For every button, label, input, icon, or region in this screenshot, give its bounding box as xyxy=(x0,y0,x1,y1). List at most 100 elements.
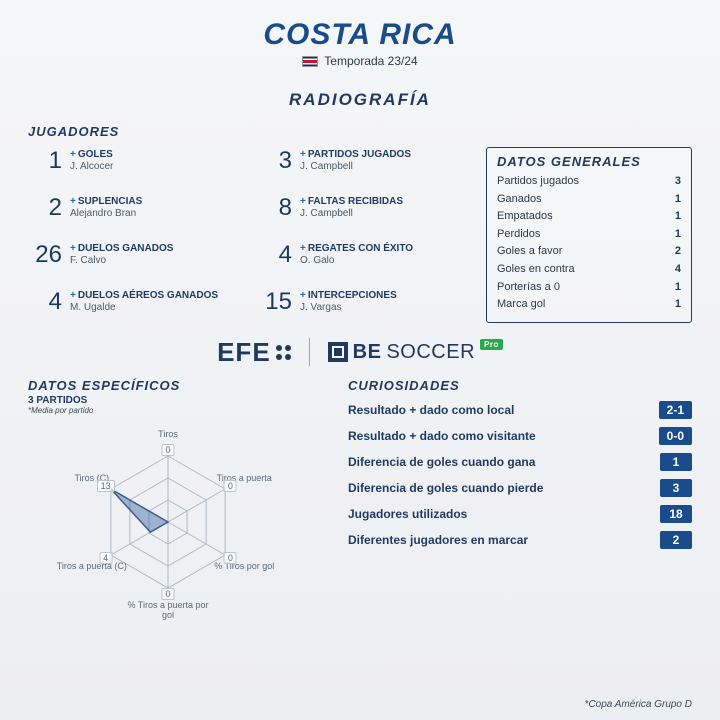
general-row: Goles a favor 2 xyxy=(497,243,681,261)
plus-icon: + xyxy=(70,149,76,160)
radar-axis-label: % Tiros por gol xyxy=(199,561,289,571)
general-key: Goles a favor xyxy=(497,243,562,261)
stat-label: +INTERCEPCIONES xyxy=(300,290,397,301)
bottom-section: DATOS ESPECÍFICOS 3 PARTIDOS *Media por … xyxy=(28,378,692,617)
stat-label: +SUPLENCIAS xyxy=(70,196,142,207)
radar-axis-label: % Tiros a puerta por gol xyxy=(123,600,213,620)
general-val: 1 xyxy=(675,208,681,226)
logos-row: EFE BESOCCER Pro xyxy=(28,337,692,368)
curios-key: Resultado + dado como visitante xyxy=(348,429,536,443)
general-val: 1 xyxy=(675,226,681,244)
curios-badge: 1 xyxy=(660,453,692,471)
season-row: Temporada 23/24 xyxy=(28,54,692,68)
subtitle: RADIOGRAFÍA xyxy=(28,90,692,110)
specific-title: DATOS ESPECÍFICOS xyxy=(28,378,328,393)
stat-value: 3 xyxy=(258,147,292,175)
general-key: Ganados xyxy=(497,191,542,209)
player-stat: 3 +PARTIDOS JUGADOSJ. Campbell xyxy=(258,147,468,182)
curios-row: Resultado + dado como local 2-1 xyxy=(348,401,692,419)
stat-value: 4 xyxy=(258,241,292,269)
player-stat: 1+GOLESJ. Alcocer xyxy=(28,147,238,182)
curios-key: Resultado + dado como local xyxy=(348,403,514,417)
stat-value: 26 xyxy=(28,241,62,269)
plus-icon: + xyxy=(70,290,76,301)
curios-title: CURIOSIDADES xyxy=(348,378,692,393)
stat-player: J. Vargas xyxy=(300,302,397,313)
stat-player: J. Alcocer xyxy=(70,161,113,172)
plus-icon: + xyxy=(300,290,306,301)
radar-axis-label: Tiros a puerta (C) xyxy=(47,561,137,571)
general-key: Perdidos xyxy=(497,226,540,244)
specific-note: 3 PARTIDOS xyxy=(28,395,328,406)
radar-axis-label: Tiros (C) xyxy=(47,473,137,483)
curios-row: Diferentes jugadores en marcar2 xyxy=(348,531,692,549)
radar-axis-label: Tiros a puerta xyxy=(199,473,289,483)
radar-value: 4 xyxy=(99,552,112,564)
general-val: 2 xyxy=(675,243,681,261)
page-title: COSTA RICA xyxy=(28,18,692,52)
player-stat: 2 +SUPLENCIASAlejandro Bran xyxy=(28,194,238,229)
general-rows: Partidos jugados3Ganados1Empatados1Perdi… xyxy=(497,173,681,314)
be-text: BE xyxy=(353,341,382,364)
player-stat: 4+DUELOS AÉREOS GANADOSM. Ugalde xyxy=(28,288,238,323)
general-key: Partidos jugados xyxy=(497,173,579,191)
curios-key: Jugadores utilizados xyxy=(348,507,467,521)
general-val: 3 xyxy=(675,173,681,191)
season-text: Temporada 23/24 xyxy=(324,54,417,68)
general-row: Marca gol1 xyxy=(497,296,681,314)
player-stat: 26 +DUELOS GANADOSF. Calvo xyxy=(28,241,238,276)
stat-player: J. Campbell xyxy=(300,161,411,172)
general-row: Ganados 1 xyxy=(497,191,681,209)
stat-label: +FALTAS RECIBIDAS xyxy=(300,196,403,207)
general-key: Porterías a 0 xyxy=(497,279,560,297)
curios-badge: 0-0 xyxy=(659,427,692,445)
general-row: Perdidos 1 xyxy=(497,226,681,244)
curios-row: Diferencia de goles cuando gana 1 xyxy=(348,453,692,471)
curios-badge: 18 xyxy=(660,505,692,523)
besoccer-icon xyxy=(328,342,348,362)
stat-player: M. Ugalde xyxy=(70,302,218,313)
curios-key: Diferencia de goles cuando gana xyxy=(348,455,535,469)
curios-rows: Resultado + dado como local2-1Resultado … xyxy=(348,401,692,549)
logo-separator xyxy=(309,338,310,366)
radar-chart: Tiros0Tiros a puerta0% Tiros por gol0% T… xyxy=(28,417,308,617)
soccer-text: SOCCER xyxy=(386,341,475,364)
curios-row: Resultado + dado como visitante 0-0 xyxy=(348,427,692,445)
radar-value: 0 xyxy=(224,552,237,564)
curios-badge: 2-1 xyxy=(659,401,692,419)
efe-text: EFE xyxy=(217,337,271,368)
stat-value: 4 xyxy=(28,288,62,316)
general-val: 4 xyxy=(675,261,681,279)
radar-value: 0 xyxy=(161,444,174,456)
general-row: Partidos jugados 3 xyxy=(497,173,681,191)
footnote: *Copa América Grupo D xyxy=(585,699,692,710)
header: COSTA RICA Temporada 23/24 xyxy=(28,18,692,68)
pro-badge: Pro xyxy=(480,339,503,350)
mid-section: 1+GOLESJ. Alcocer3+PARTIDOS JUGADOSJ. Ca… xyxy=(28,147,692,323)
player-stat: 4+REGATES CON ÉXITOO. Galo xyxy=(258,241,468,276)
general-row: Goles en contra4 xyxy=(497,261,681,279)
curios-row: Diferencia de goles cuando pierde3 xyxy=(348,479,692,497)
players-grid: 1+GOLESJ. Alcocer3+PARTIDOS JUGADOSJ. Ca… xyxy=(28,147,468,323)
plus-icon: + xyxy=(300,149,306,160)
stat-player: Alejandro Bran xyxy=(70,208,142,219)
plus-icon: + xyxy=(70,196,76,207)
stat-player: O. Galo xyxy=(300,255,413,266)
stat-value: 8 xyxy=(258,194,292,222)
stat-value: 2 xyxy=(28,194,62,222)
general-val: 1 xyxy=(675,296,681,314)
stat-player: J. Campbell xyxy=(300,208,403,219)
curios-badge: 2 xyxy=(660,531,692,549)
stat-label: +PARTIDOS JUGADOS xyxy=(300,149,411,160)
general-box: DATOS GENERALES Partidos jugados3Ganados… xyxy=(486,147,692,323)
general-val: 1 xyxy=(675,191,681,209)
radar-axis-label: Tiros xyxy=(123,429,213,439)
general-key: Empatados xyxy=(497,208,553,226)
radar-value: 13 xyxy=(97,480,115,492)
general-row: Porterías a 01 xyxy=(497,279,681,297)
general-title: DATOS GENERALES xyxy=(497,154,681,169)
stat-player: F. Calvo xyxy=(70,255,173,266)
stat-label: +DUELOS GANADOS xyxy=(70,243,173,254)
player-stat: 8 +FALTAS RECIBIDASJ. Campbell xyxy=(258,194,468,229)
stat-value: 15 xyxy=(258,288,292,316)
